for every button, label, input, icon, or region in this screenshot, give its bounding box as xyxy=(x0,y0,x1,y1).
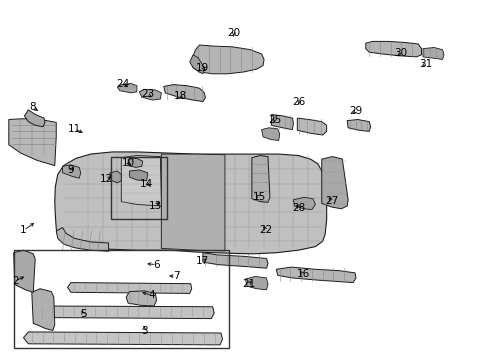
Text: 26: 26 xyxy=(292,96,305,107)
Text: 7: 7 xyxy=(172,271,179,282)
Text: 3: 3 xyxy=(141,326,147,336)
Polygon shape xyxy=(56,228,108,251)
Text: 18: 18 xyxy=(173,91,186,102)
Polygon shape xyxy=(24,110,45,127)
Text: 8: 8 xyxy=(29,102,36,112)
Text: 17: 17 xyxy=(196,256,209,266)
Text: 19: 19 xyxy=(196,63,209,73)
Polygon shape xyxy=(9,119,56,166)
Text: 30: 30 xyxy=(394,48,407,58)
Polygon shape xyxy=(203,253,267,268)
Bar xyxy=(14,250,228,348)
Polygon shape xyxy=(117,84,137,93)
Text: 23: 23 xyxy=(141,89,154,99)
Text: 24: 24 xyxy=(116,78,130,89)
Polygon shape xyxy=(32,289,55,330)
Polygon shape xyxy=(33,306,214,319)
Text: 13: 13 xyxy=(148,201,162,211)
Text: 22: 22 xyxy=(258,225,272,235)
Polygon shape xyxy=(190,45,264,74)
Polygon shape xyxy=(189,55,204,74)
Polygon shape xyxy=(163,85,205,102)
Text: 11: 11 xyxy=(67,124,81,134)
Polygon shape xyxy=(271,114,293,130)
Polygon shape xyxy=(62,165,81,178)
Polygon shape xyxy=(346,120,370,131)
Text: 5: 5 xyxy=(80,309,86,319)
Polygon shape xyxy=(161,154,224,251)
Polygon shape xyxy=(128,158,142,167)
Polygon shape xyxy=(321,157,347,209)
Text: 16: 16 xyxy=(296,269,309,279)
Text: 10: 10 xyxy=(122,158,134,168)
Text: 27: 27 xyxy=(324,196,338,206)
Text: 20: 20 xyxy=(227,28,240,38)
Text: 1: 1 xyxy=(20,225,27,235)
Text: 25: 25 xyxy=(267,114,281,125)
Text: 9: 9 xyxy=(67,165,74,175)
Text: 21: 21 xyxy=(241,279,255,289)
Polygon shape xyxy=(55,152,326,254)
Polygon shape xyxy=(422,48,443,59)
Text: 2: 2 xyxy=(12,276,19,286)
Text: 6: 6 xyxy=(153,260,160,270)
Polygon shape xyxy=(293,197,315,210)
Polygon shape xyxy=(365,41,421,57)
Polygon shape xyxy=(14,250,35,292)
Polygon shape xyxy=(67,283,191,293)
Polygon shape xyxy=(261,128,279,140)
Text: 14: 14 xyxy=(140,179,153,189)
Text: 31: 31 xyxy=(418,59,431,69)
Text: 28: 28 xyxy=(292,203,305,213)
Text: 15: 15 xyxy=(252,192,265,202)
Polygon shape xyxy=(23,332,222,345)
Polygon shape xyxy=(110,171,121,183)
Polygon shape xyxy=(251,156,269,202)
Text: 29: 29 xyxy=(348,106,362,116)
Polygon shape xyxy=(121,156,161,206)
Polygon shape xyxy=(297,118,326,135)
Text: 12: 12 xyxy=(99,174,113,184)
Polygon shape xyxy=(276,267,355,283)
Polygon shape xyxy=(245,276,267,290)
Polygon shape xyxy=(126,291,156,306)
Text: 4: 4 xyxy=(148,290,155,300)
Bar xyxy=(111,157,167,219)
Polygon shape xyxy=(139,89,161,100)
Polygon shape xyxy=(129,170,147,181)
